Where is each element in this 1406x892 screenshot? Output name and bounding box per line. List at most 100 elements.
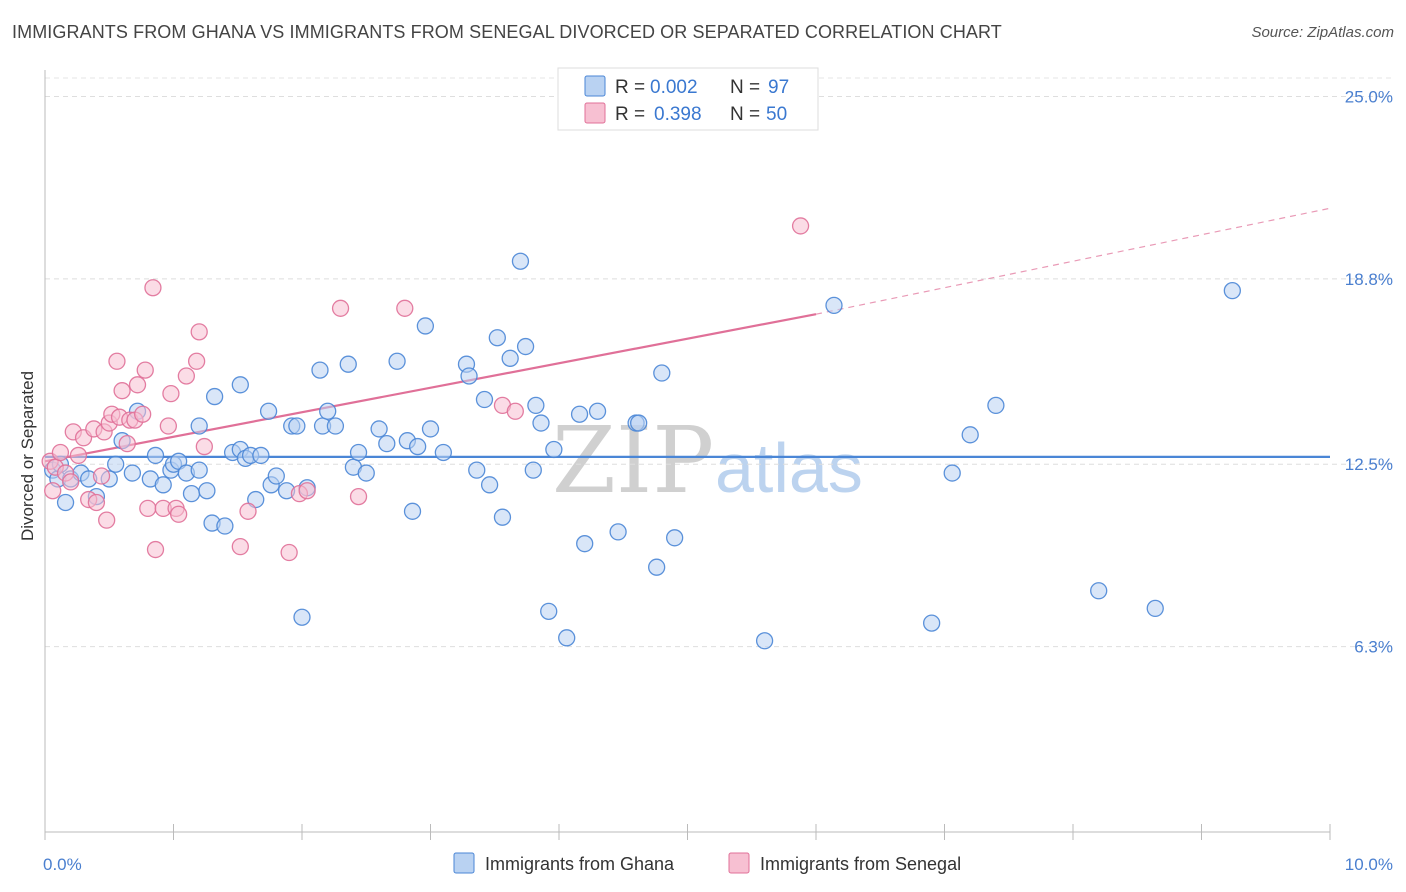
y-axis-label: Divorced or Separated [18, 371, 37, 541]
senegal-point [298, 482, 316, 500]
senegal-point [349, 487, 368, 506]
senegal-point [118, 434, 136, 453]
ghana-point [493, 508, 512, 526]
ghana-point [288, 417, 306, 435]
ghana-point [576, 535, 594, 553]
senegal-point [177, 367, 196, 385]
senegal-point [506, 402, 524, 420]
y-tick-label: 12.5% [1345, 455, 1393, 474]
ghana-point [190, 417, 208, 435]
ghana-point [524, 461, 542, 479]
bottom-legend-senegal: Immigrants from Senegal [760, 854, 961, 874]
ghana-point [460, 367, 478, 385]
ghana-point [923, 614, 941, 632]
bottom-legend-swatch-senegal [728, 852, 750, 874]
legend-r-label-ghana: R = [615, 77, 645, 98]
senegal-point [239, 502, 257, 520]
ghana-point [516, 337, 535, 356]
senegal-point [146, 540, 165, 559]
senegal-point [92, 467, 111, 485]
senegal-point [134, 405, 152, 423]
ghana-point [648, 558, 666, 576]
bottom-legend: Immigrants from Ghana Immigrants from Se… [453, 852, 961, 874]
bottom-legend-ghana: Immigrants from Ghana [485, 854, 675, 874]
senegal-point [62, 473, 80, 491]
senegal-point [791, 217, 810, 235]
watermark-atlas: atlas [715, 429, 863, 507]
x-tick-label: 10.0% [1345, 855, 1393, 874]
legend-n-value-senegal: 50 [766, 104, 787, 125]
x-tick-label: 0.0% [43, 855, 82, 874]
ghana-point [259, 402, 278, 420]
ghana-point [107, 455, 125, 473]
senegal-point [169, 505, 188, 523]
ghana-point [488, 329, 506, 347]
ghana-point [1090, 582, 1108, 600]
legend-n-value-ghana: 97 [768, 77, 789, 98]
ghana-point [558, 629, 576, 647]
ghana-point [123, 464, 142, 482]
ghana-point [666, 529, 684, 547]
senegal-point [44, 482, 62, 500]
gridlines [45, 77, 1392, 648]
senegal-point [396, 299, 414, 317]
senegal-point [51, 443, 70, 462]
tick-labels: 6.3% 12.5% 18.8% 25.0% 0.0% 10.0% [43, 87, 1393, 874]
y-tick-label: 6.3% [1354, 638, 1393, 657]
ghana-point [943, 464, 961, 482]
senegal-trend-line [44, 313, 817, 463]
ghana-point [182, 485, 201, 503]
ghana-point [527, 396, 545, 415]
ghana-point [154, 476, 172, 494]
ghana-point [532, 414, 550, 432]
ghana-point [56, 493, 75, 512]
ghana-point [388, 352, 406, 370]
legend-n-label-senegal: N = [730, 104, 760, 125]
ghana-point [545, 440, 563, 459]
ghana-point [252, 446, 270, 465]
ghana-point [198, 482, 216, 500]
ghana-point [408, 437, 427, 456]
ghana-point [357, 464, 375, 482]
ghana-point [403, 502, 422, 520]
ghana-point [267, 467, 285, 485]
watermark: ZIP atlas [552, 407, 863, 514]
senegal-point [139, 499, 157, 518]
senegal-point [331, 299, 350, 317]
ghana-point [755, 632, 774, 650]
legend: R = 0.002 N = 97 R = 0.398 N = 50 [557, 67, 819, 131]
ghana-point [205, 387, 224, 406]
senegal-point [69, 446, 88, 465]
ghana-point [326, 417, 345, 435]
ghana-point [311, 361, 329, 379]
data-points [41, 217, 1241, 650]
legend-swatch-ghana [584, 75, 606, 97]
ghana-point [349, 443, 368, 462]
ghana-point [416, 317, 435, 335]
ghana-point [609, 523, 627, 541]
bottom-legend-swatch-ghana [453, 852, 475, 874]
ghana-point [378, 434, 396, 453]
ghana-point [480, 476, 499, 494]
ghana-point [370, 420, 388, 438]
ghana-point [468, 461, 486, 479]
legend-r-label-senegal: R = [615, 104, 645, 125]
ghana-point [825, 296, 843, 315]
axes [44, 70, 1331, 840]
ghana-point [961, 426, 979, 444]
ghana-point [987, 396, 1005, 415]
senegal-point [195, 437, 213, 456]
senegal-point [108, 352, 126, 370]
senegal-point [113, 382, 131, 400]
legend-r-value-senegal: 0.398 [654, 104, 702, 125]
senegal-point [159, 417, 178, 435]
ghana-point [146, 446, 165, 465]
source-credit: Source: ZipAtlas.com [1251, 24, 1394, 41]
senegal-trend-extension [815, 207, 1331, 315]
chart-title: IMMIGRANTS FROM GHANA VS IMMIGRANTS FROM… [12, 22, 1002, 42]
ghana-point [588, 402, 607, 420]
senegal-point [280, 543, 298, 562]
y-tick-label: 25.0% [1345, 87, 1393, 106]
ghana-point [630, 414, 648, 432]
